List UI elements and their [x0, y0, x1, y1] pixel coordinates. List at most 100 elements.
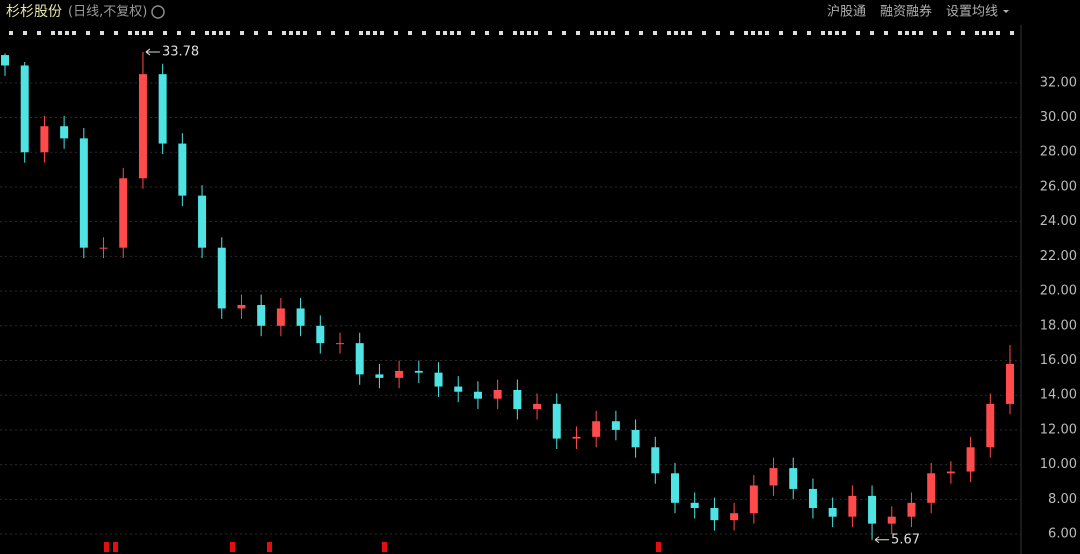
event-icon [422, 31, 426, 35]
dividend-icon [656, 542, 661, 552]
dividend-icon [104, 542, 109, 552]
event-icon [177, 31, 181, 35]
candle-body [138, 74, 147, 179]
event-icon [730, 31, 734, 35]
event-icon [205, 31, 209, 35]
event-icon [793, 31, 797, 35]
y-tick-label: 24.00 [1040, 214, 1077, 229]
event-icon [933, 31, 937, 35]
event-icon [765, 31, 769, 35]
event-icon [394, 31, 398, 35]
event-icon [716, 31, 720, 35]
candle-body [572, 436, 581, 439]
event-icon [289, 31, 293, 35]
event-icon [688, 31, 692, 35]
candle-body [40, 126, 49, 153]
event-icon [674, 31, 678, 35]
event-icon [254, 31, 258, 35]
candle-body [296, 308, 305, 326]
dropdown-arrow [1003, 10, 1009, 13]
event-icon [597, 31, 601, 35]
candle-body [848, 495, 857, 517]
event-icon [100, 31, 104, 35]
event-icon [611, 31, 615, 35]
event-icon [226, 31, 230, 35]
button[interactable]: 融资融券 [880, 4, 932, 20]
candle-body [198, 195, 207, 248]
dividend-icon [267, 542, 272, 552]
event-icon [919, 31, 923, 35]
y-tick-label: 16.00 [1040, 353, 1077, 368]
candle-body [276, 308, 285, 326]
y-tick-label: 8.00 [1048, 492, 1077, 507]
candle-body [1, 55, 9, 66]
candle-body [552, 403, 561, 439]
event-icon [639, 31, 643, 35]
event-icon [828, 31, 832, 35]
event-icon [317, 31, 321, 35]
event-icon [436, 31, 440, 35]
button[interactable]: 沪股通 [827, 4, 866, 20]
event-icon [625, 31, 629, 35]
event-icon [527, 31, 531, 35]
candle-body [651, 447, 660, 474]
event-icon [450, 31, 454, 35]
candle-body [257, 304, 266, 326]
candle-body [1006, 363, 1014, 404]
candle-body [789, 468, 798, 489]
event-icon [37, 31, 41, 35]
candle-body [336, 343, 344, 345]
event-icon [905, 31, 909, 35]
dividend-markers [104, 542, 661, 552]
event-icon [359, 31, 363, 35]
settings-icon[interactable] [151, 5, 165, 19]
event-icon [982, 31, 986, 35]
event-icon [702, 31, 706, 35]
candle-body [237, 304, 246, 309]
candle-body [395, 370, 404, 378]
event-icon [72, 31, 76, 35]
event-icon [667, 31, 671, 35]
event-icon [884, 31, 888, 35]
event-icon [548, 31, 552, 35]
event-icon [408, 31, 412, 35]
event-icon [485, 31, 489, 35]
event-icon [142, 31, 146, 35]
event-icon [898, 31, 902, 35]
candle-body [671, 473, 679, 503]
event-icon [751, 31, 755, 35]
candle-body [513, 390, 522, 410]
event-icon [149, 31, 153, 35]
candle-body [986, 403, 995, 448]
annotation-arrow [874, 536, 890, 544]
event-icon [268, 31, 272, 35]
y-tick-label: 12.00 [1040, 422, 1077, 437]
event-icon [821, 31, 825, 35]
event-icon [604, 31, 608, 35]
y-tick-label: 20.00 [1040, 284, 1077, 299]
event-icon [576, 31, 580, 35]
y-tick-label: 32.00 [1040, 75, 1077, 90]
button[interactable]: 设置均线 [946, 5, 998, 20]
event-icon [1010, 31, 1014, 35]
candle-body [927, 473, 936, 503]
event-icon [989, 31, 993, 35]
event-icon [303, 31, 307, 35]
candle-body [158, 74, 167, 144]
event-icon [681, 31, 685, 35]
max-label: 33.78 [162, 44, 199, 59]
candle-body [414, 370, 423, 373]
event-icon [842, 31, 846, 35]
dividend-icon [230, 542, 235, 552]
event-icon [282, 31, 286, 35]
event-icon [499, 31, 503, 35]
candle-body [493, 390, 502, 399]
candle-body [60, 126, 69, 139]
event-icon [744, 31, 748, 35]
event-icon [590, 31, 594, 35]
event-icon [163, 31, 167, 35]
candle-body [375, 374, 384, 378]
event-icon [65, 31, 69, 35]
event-icon [86, 31, 90, 35]
event-markers [9, 31, 1014, 35]
